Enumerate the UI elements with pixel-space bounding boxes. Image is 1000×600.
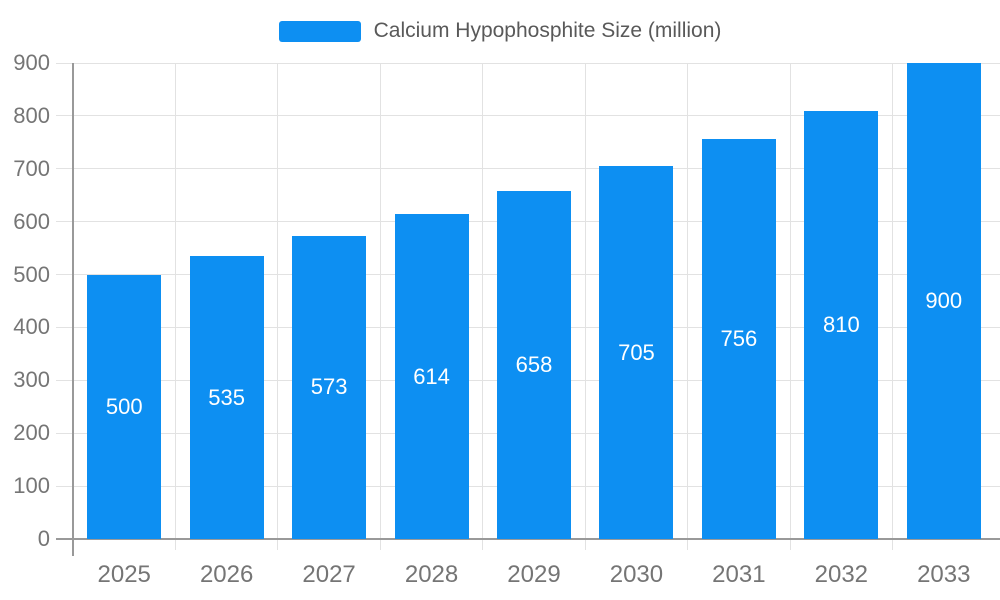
gridline-horizontal: [56, 115, 1000, 117]
gridline-vertical: [584, 63, 586, 550]
y-axis-tick-label: 700: [13, 155, 50, 181]
bar: [906, 63, 981, 539]
x-axis-tick-label: 2030: [609, 561, 664, 588]
bar: [599, 166, 674, 539]
y-axis-tick-label: 500: [13, 261, 50, 287]
bar-value-label: 900: [925, 288, 963, 313]
y-axis-tick-label: 0: [37, 526, 50, 551]
bar-value-label: 573: [310, 374, 348, 400]
gridline-vertical: [174, 63, 176, 550]
bar-value-label: 756: [720, 326, 758, 352]
x-axis-line: [56, 538, 1000, 540]
legend-label[interactable]: Calcium Hypophosphite Size (million): [373, 19, 722, 42]
gridline-vertical: [892, 63, 894, 550]
gridline-horizontal: [56, 168, 1000, 170]
bar-value-label: 810: [822, 311, 860, 337]
y-axis-line: [72, 63, 74, 556]
y-axis-tick-label: 800: [13, 102, 50, 128]
bar: [87, 274, 162, 539]
x-axis-tick-label: 2026: [199, 561, 254, 588]
bar: [394, 214, 469, 539]
x-axis-tick-label: 2028: [404, 561, 459, 588]
y-axis-tick-label: 600: [13, 208, 50, 234]
gridline-vertical: [789, 63, 791, 550]
legend-swatch[interactable]: [278, 20, 361, 42]
gridline-vertical: [687, 63, 689, 550]
bar-value-label: 658: [515, 351, 553, 377]
gridline-vertical: [277, 63, 279, 550]
bar: [804, 110, 879, 539]
gridline-horizontal: [56, 62, 1000, 64]
x-axis-tick-label: 2032: [814, 561, 869, 588]
x-axis-tick-label: 2025: [97, 561, 151, 588]
bar-value-label: 535: [208, 384, 246, 410]
bar-value-label: 500: [105, 393, 143, 419]
x-axis-tick-label: 2027: [302, 561, 356, 588]
bar-value-label: 614: [413, 363, 450, 389]
x-axis-tick-label: 2033: [917, 561, 971, 588]
gridline-vertical: [482, 63, 484, 550]
chart-legend[interactable]: Calcium Hypophosphite Size (million): [0, 15, 1000, 47]
bar: [189, 256, 264, 539]
x-axis-tick-label: 2031: [712, 561, 766, 588]
bar-value-label: 705: [618, 339, 655, 365]
y-axis-tick-label: 400: [13, 314, 50, 340]
bar: [497, 190, 571, 539]
bar: [701, 139, 776, 539]
bar: [292, 235, 367, 539]
y-axis-tick-label: 900: [13, 50, 50, 75]
y-axis-tick-label: 100: [13, 473, 50, 499]
gridline-vertical: [379, 63, 381, 550]
y-axis-tick-label: 200: [13, 420, 50, 446]
x-axis-tick-label: 2029: [507, 561, 561, 588]
y-axis-tick-label: 300: [13, 367, 50, 393]
